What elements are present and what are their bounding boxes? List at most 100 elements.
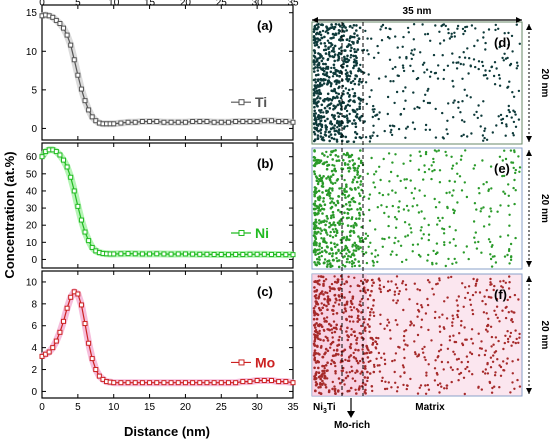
data-point bbox=[233, 118, 239, 124]
arrowhead bbox=[526, 261, 532, 267]
data-point bbox=[261, 377, 267, 383]
data-point bbox=[240, 379, 246, 385]
data-point bbox=[247, 379, 253, 385]
data-point bbox=[175, 119, 181, 125]
y-tick-label: 0 bbox=[31, 255, 37, 266]
series-line bbox=[41, 149, 293, 256]
data-point bbox=[61, 25, 67, 31]
data-point bbox=[240, 118, 246, 124]
data-point bbox=[50, 345, 56, 351]
data-point bbox=[283, 379, 289, 385]
data-point bbox=[211, 380, 217, 386]
data-point bbox=[190, 251, 196, 257]
panel-label: (c) bbox=[257, 284, 273, 299]
data-point bbox=[75, 72, 81, 78]
data-point bbox=[50, 14, 56, 20]
y-tick-label: 10 bbox=[26, 238, 38, 249]
data-point bbox=[68, 294, 74, 300]
ni3ti-label: Ni3Ti bbox=[313, 402, 336, 415]
y-tick-label: 15 bbox=[26, 8, 38, 19]
y-tick-label: 10 bbox=[26, 277, 38, 288]
arrowhead bbox=[526, 150, 532, 156]
data-point bbox=[132, 119, 138, 125]
y-tick-label: 0 bbox=[31, 387, 37, 398]
data-point bbox=[89, 114, 95, 120]
atom-map-3: (f) bbox=[311, 273, 523, 397]
x-tick-label-top: 20 bbox=[180, 0, 192, 8]
data-point bbox=[125, 251, 131, 257]
data-point bbox=[75, 291, 81, 297]
data-point bbox=[82, 229, 88, 235]
width-label: 35 nm bbox=[403, 6, 432, 17]
data-point bbox=[139, 118, 145, 124]
y-tick-label: 2 bbox=[31, 365, 37, 376]
data-point bbox=[225, 119, 231, 125]
data-point bbox=[197, 251, 203, 257]
data-point bbox=[276, 251, 282, 257]
data-point bbox=[46, 349, 52, 355]
data-point bbox=[61, 157, 67, 163]
series-line bbox=[41, 290, 294, 384]
data-point bbox=[64, 32, 70, 38]
data-point bbox=[68, 42, 74, 48]
data-point bbox=[268, 251, 274, 257]
x-tick-label: 25 bbox=[216, 402, 228, 413]
panel-mo: 0 2 4 6 8 10 (c) Mo bbox=[26, 270, 296, 399]
data-point bbox=[147, 380, 153, 386]
data-point bbox=[168, 119, 174, 125]
data-point bbox=[283, 118, 289, 124]
data-point bbox=[154, 118, 160, 124]
y-tick-label: 60 bbox=[26, 152, 38, 163]
data-point bbox=[268, 377, 274, 383]
y-tick-label: 50 bbox=[26, 169, 38, 180]
data-point bbox=[154, 380, 160, 386]
data-point bbox=[93, 367, 99, 373]
data-point bbox=[111, 251, 117, 257]
data-point bbox=[78, 217, 84, 223]
data-point bbox=[161, 119, 167, 125]
data-point bbox=[211, 251, 217, 257]
legend-label: Ti bbox=[255, 94, 267, 110]
y-axis-title: Concentration (at.%) bbox=[2, 151, 17, 278]
map-label: (d) bbox=[494, 35, 511, 50]
height-dimensions: 20 nm 20 nm 20 nm bbox=[526, 24, 550, 394]
atom-probe-maps: (d) (e) (f) bbox=[311, 21, 523, 397]
data-point bbox=[290, 252, 296, 258]
data-point bbox=[89, 244, 95, 250]
x-tick-label-top: 0 bbox=[39, 0, 45, 8]
x-tick-label-top: 30 bbox=[252, 0, 264, 8]
x-tick-label: 35 bbox=[287, 402, 299, 413]
data-point bbox=[204, 380, 210, 386]
matrix-label: Matrix bbox=[415, 402, 445, 413]
data-point bbox=[204, 118, 210, 124]
data-point bbox=[71, 57, 77, 63]
data-point bbox=[78, 86, 84, 92]
data-point bbox=[57, 21, 63, 27]
data-point bbox=[78, 302, 84, 308]
data-point bbox=[125, 119, 131, 125]
legend-marker bbox=[238, 359, 245, 366]
series-line bbox=[41, 14, 294, 125]
x-tick-label: 10 bbox=[108, 402, 120, 413]
data-point bbox=[283, 252, 289, 258]
data-point bbox=[247, 251, 253, 257]
data-point bbox=[190, 380, 196, 386]
data-point bbox=[261, 251, 267, 257]
data-point bbox=[161, 380, 167, 386]
data-point bbox=[276, 118, 282, 124]
data-point bbox=[261, 118, 267, 124]
map-frame bbox=[311, 21, 523, 145]
x-tick-label: 15 bbox=[144, 402, 156, 413]
data-point bbox=[197, 380, 203, 386]
x-tick-label-top: 35 bbox=[287, 0, 299, 8]
data-point bbox=[68, 174, 74, 180]
data-point bbox=[254, 251, 260, 257]
data-point bbox=[132, 380, 138, 386]
data-point bbox=[182, 251, 188, 257]
data-point bbox=[86, 107, 92, 113]
legend-marker bbox=[238, 230, 245, 236]
x-tick-label: 30 bbox=[252, 402, 264, 413]
x-tick-label-top: 15 bbox=[144, 0, 156, 8]
atom-map-2: (e) bbox=[311, 147, 523, 270]
